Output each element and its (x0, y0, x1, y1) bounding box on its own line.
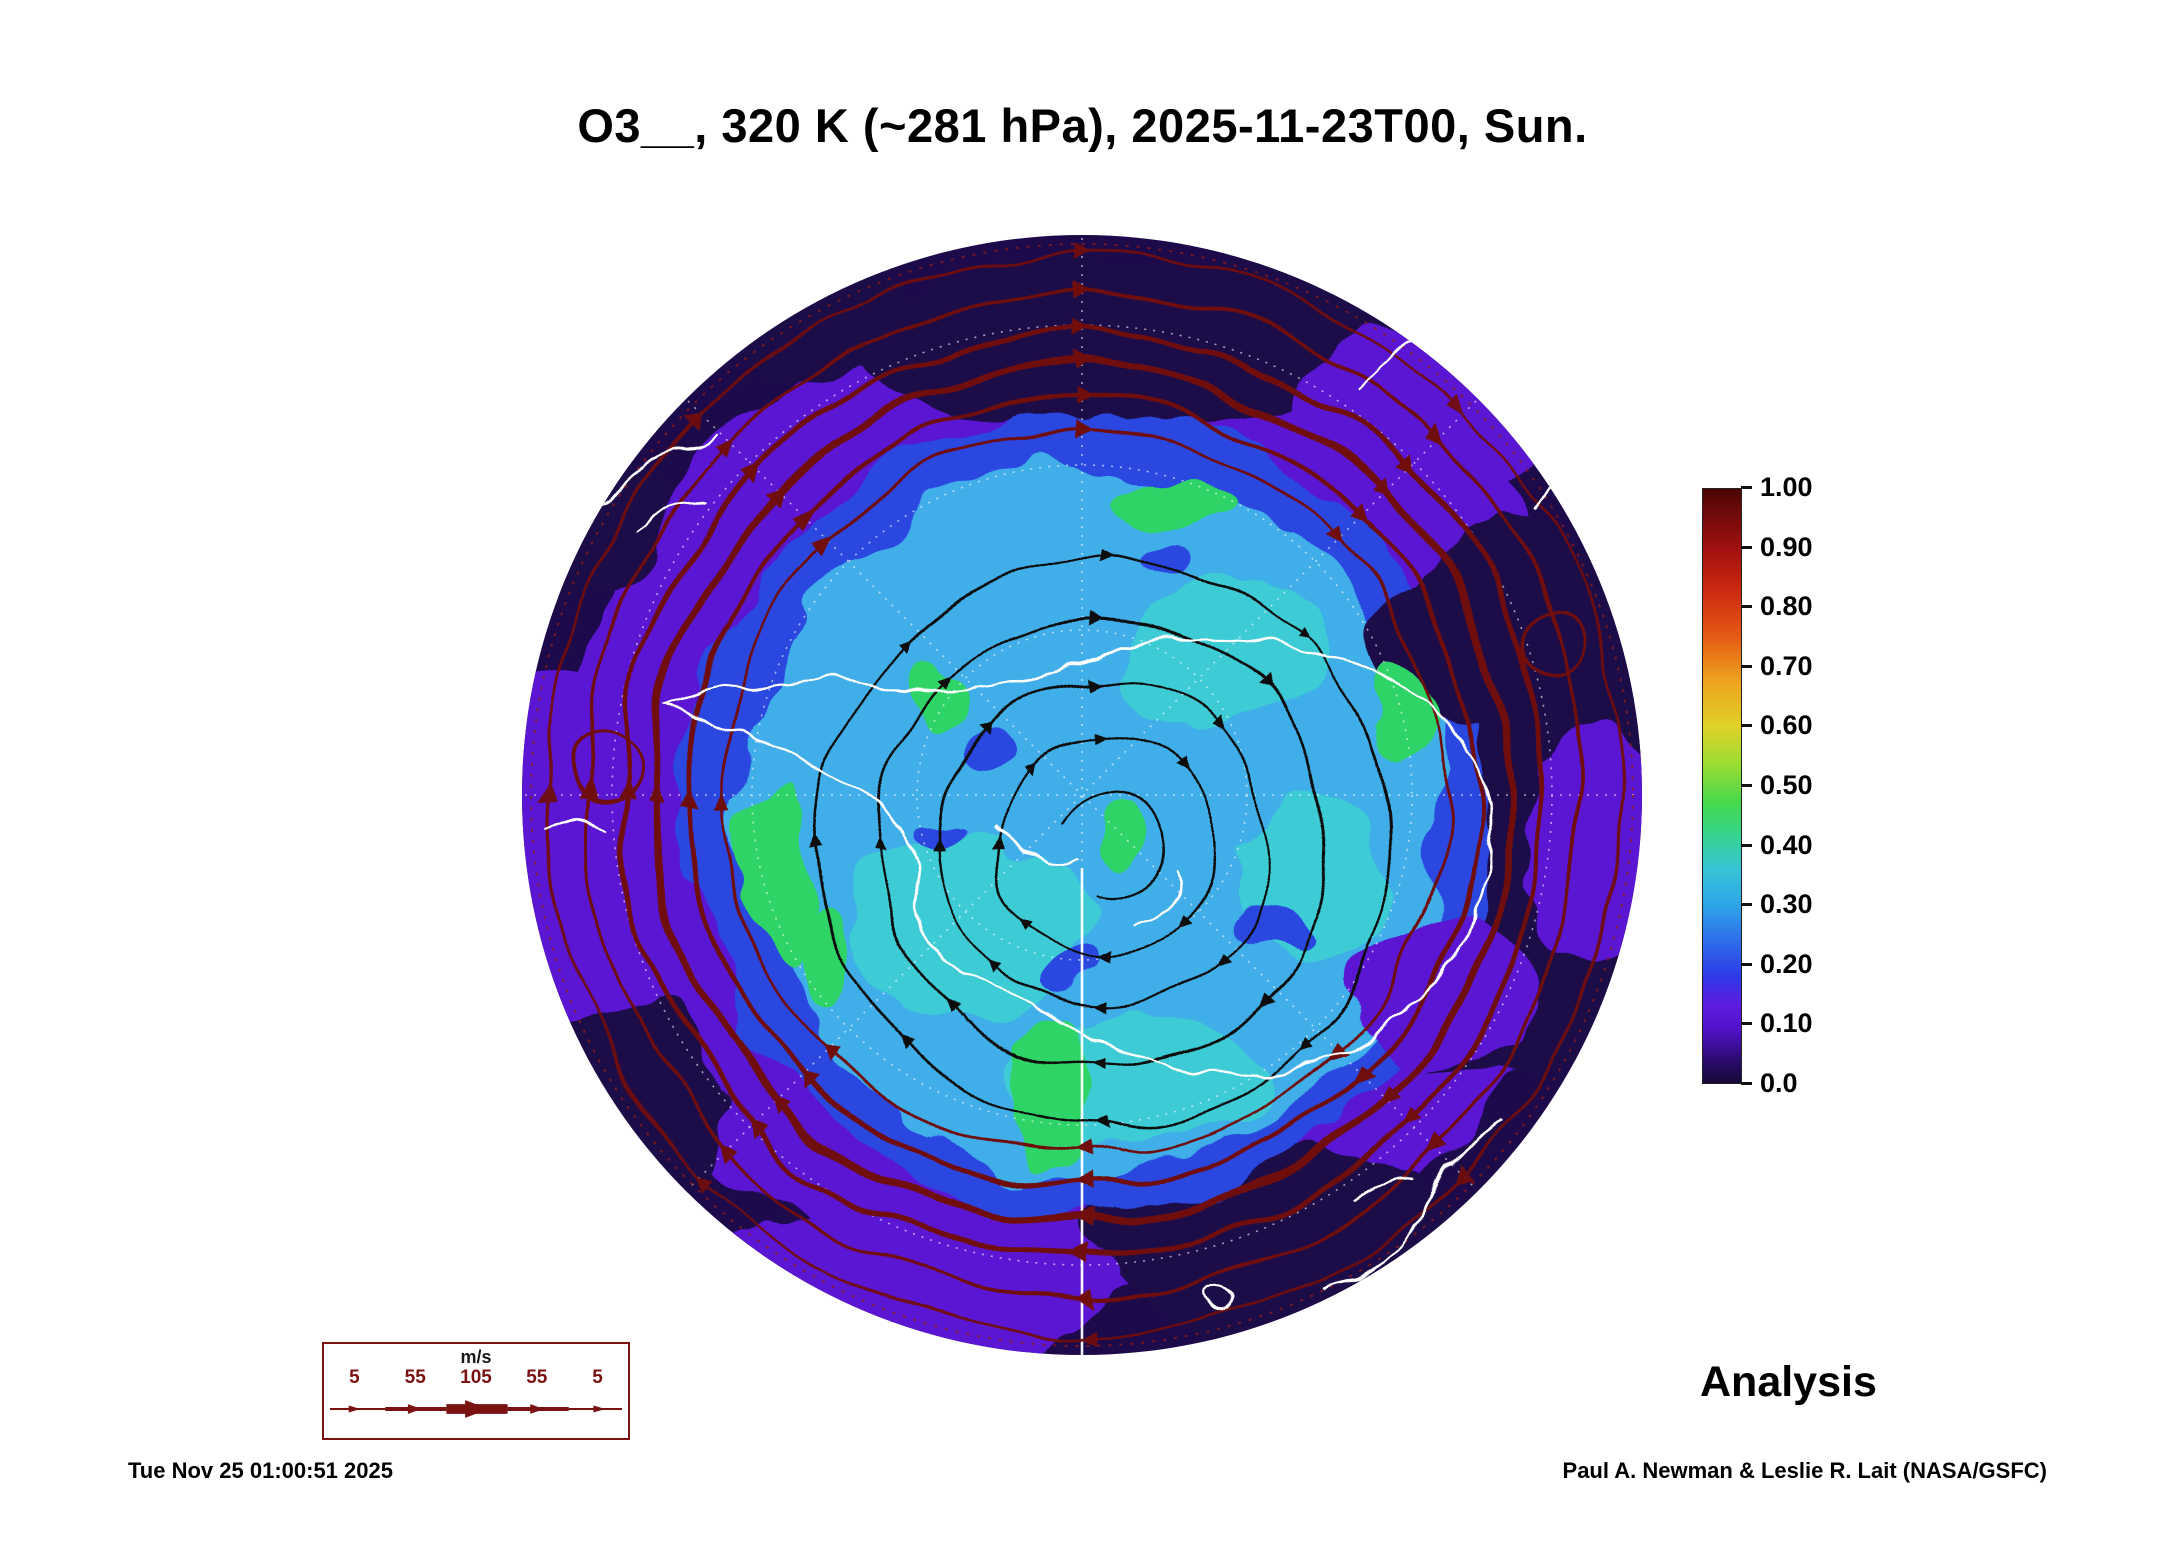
colorbar-tick-label: 0.90 (1741, 532, 1813, 562)
wind-value: 55 (404, 1367, 426, 1388)
colorbar-tick-label: 0.0 (1741, 1068, 1798, 1098)
antarctica-coastline (661, 638, 1493, 1080)
polar-map (522, 235, 1642, 1355)
wind-arrow-scale (329, 1400, 623, 1418)
colorbar-tick-label: 0.40 (1741, 830, 1813, 860)
colorbar-tick-label: 1.00 (1741, 472, 1813, 502)
plot-title: O3__, 320 K (~281 hPa), 2025-11-23T00, S… (577, 99, 1588, 152)
colorbar-tick-label: 0.20 (1741, 949, 1813, 979)
wind-speed-values: 5 55 105 55 5 (324, 1367, 628, 1389)
colorbar-gradient (1702, 488, 1742, 1084)
wind-value: 5 (592, 1367, 603, 1388)
wind-value: 5 (349, 1367, 360, 1388)
credit-text: Paul A. Newman & Leslie R. Lait (NASA/GS… (1562, 1458, 2047, 1483)
wind-value: 105 (460, 1367, 492, 1388)
wind-value: 55 (526, 1367, 548, 1388)
colorbar-tick-label: 0.10 (1741, 1008, 1813, 1038)
wind-arrowheads (348, 1400, 606, 1418)
analysis-label: Analysis (1700, 1358, 1877, 1406)
latitude-rim-dashed (530, 243, 1634, 1347)
colorbar: 1.00 0.90 0.80 0.70 0.60 0.50 0.40 0.30 … (1702, 473, 1922, 1097)
wind-speed-legend: m/s 5 55 105 55 5 (322, 1342, 630, 1440)
streamlines-red (533, 246, 1624, 1344)
creation-timestamp: Tue Nov 25 01:00:51 2025 (128, 1458, 393, 1483)
colorbar-tick-label: 0.50 (1741, 770, 1813, 800)
colorbar-tick-label: 0.30 (1741, 889, 1813, 919)
colorbar-tick-label: 0.80 (1741, 591, 1813, 621)
colorbar-tick-label: 0.70 (1741, 651, 1813, 681)
wind-unit-label: m/s (460, 1347, 492, 1367)
colorbar-tick-label: 0.60 (1741, 710, 1813, 740)
